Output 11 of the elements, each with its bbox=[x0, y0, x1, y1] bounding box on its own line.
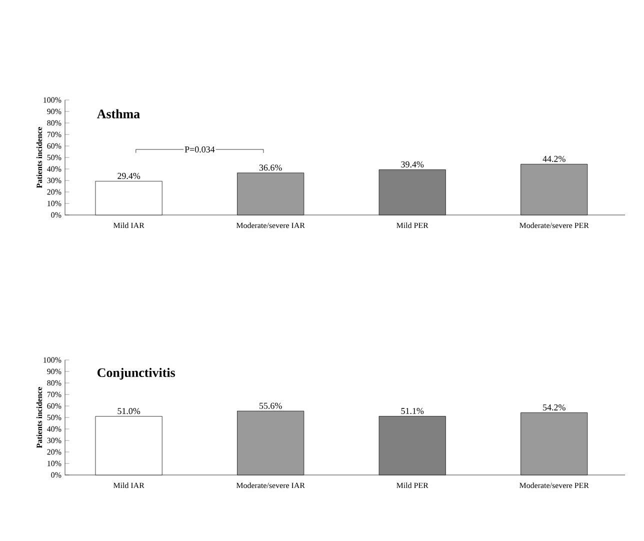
data-label: 55.6% bbox=[260, 402, 282, 409]
data-label: 44.2% bbox=[542, 156, 566, 162]
text: Asthma bbox=[97, 109, 140, 118]
data-label: 51.0% bbox=[118, 408, 140, 414]
data-label: 39.4% bbox=[401, 161, 424, 168]
data-label: 51.1% bbox=[401, 408, 424, 414]
data-label: 54.2% bbox=[543, 404, 566, 410]
data-label: 29.4% bbox=[118, 172, 140, 179]
data-label: 36.6% bbox=[259, 164, 282, 171]
text: Conjunctivitis bbox=[98, 368, 175, 380]
annotation: P=0.034 bbox=[184, 146, 215, 152]
